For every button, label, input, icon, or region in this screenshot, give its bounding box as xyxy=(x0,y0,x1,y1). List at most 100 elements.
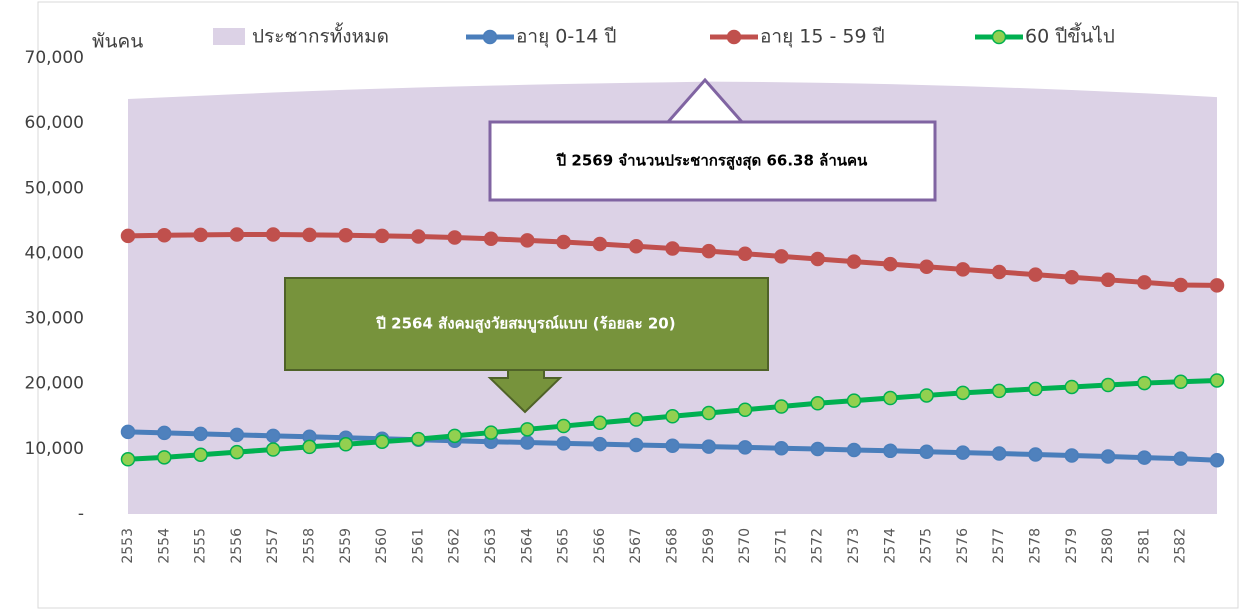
x-tick-label: 2582 xyxy=(1173,528,1189,564)
callout-box xyxy=(488,120,937,202)
marker xyxy=(157,425,172,441)
marker xyxy=(411,431,426,447)
marker xyxy=(193,426,208,442)
marker xyxy=(1100,449,1116,464)
marker xyxy=(1209,453,1225,468)
annotation: ปี 2564 สังคมสูงวัยสมบูรณ์แบบ (ร้อยละ 20… xyxy=(375,315,675,334)
marker xyxy=(1173,277,1188,293)
x-tick-label: 2574 xyxy=(882,528,898,564)
marker xyxy=(810,396,825,411)
x-tick-label: 2570 xyxy=(737,528,753,564)
marker xyxy=(991,446,1007,461)
marker xyxy=(120,228,136,244)
marker xyxy=(520,233,535,248)
marker xyxy=(229,227,245,242)
arrow-down xyxy=(487,369,563,414)
x-tick-label: 2561 xyxy=(410,528,426,564)
marker xyxy=(737,246,753,262)
marker xyxy=(1028,381,1043,397)
legend: ประชากรทั้งหมด อายุ 0-14 ปี อายุ 15 - 59 ป… xyxy=(213,23,1115,49)
chart-frame xyxy=(37,1,1239,609)
marker xyxy=(665,438,680,453)
legend-marker xyxy=(726,29,742,45)
marker xyxy=(302,439,317,455)
marker xyxy=(520,422,535,437)
marker xyxy=(628,239,644,254)
marker xyxy=(846,393,862,408)
x-tick-label: 2566 xyxy=(592,528,608,564)
marker xyxy=(447,230,462,245)
marker xyxy=(265,442,281,457)
x-tick-label: 2558 xyxy=(302,528,318,564)
marker xyxy=(1209,373,1225,388)
marker xyxy=(592,436,608,452)
x-tick-label: 2562 xyxy=(447,528,463,564)
marker xyxy=(120,424,136,440)
marker xyxy=(302,227,317,243)
marker xyxy=(1064,379,1080,395)
x-tick-label: 2578 xyxy=(1028,528,1044,564)
marker xyxy=(919,259,934,275)
marker xyxy=(1137,450,1152,465)
marker xyxy=(483,425,499,440)
legend-marker xyxy=(482,29,498,45)
marker xyxy=(846,442,862,458)
marker xyxy=(265,227,281,242)
marker xyxy=(955,385,971,401)
marker xyxy=(556,418,571,434)
x-tick-label: 2581 xyxy=(1136,528,1152,564)
x-tick-label: 2577 xyxy=(991,528,1007,564)
x-tick-label: 2568 xyxy=(665,528,681,564)
marker xyxy=(157,450,172,465)
marker xyxy=(883,390,898,406)
x-tick-label: 2560 xyxy=(374,528,390,564)
x-tick-label: 2573 xyxy=(846,528,862,564)
marker xyxy=(193,447,208,462)
x-tick-label: 2575 xyxy=(919,528,935,564)
marker xyxy=(883,443,898,459)
y-tick-label: 50,000 xyxy=(25,178,84,198)
marker xyxy=(338,437,354,452)
marker xyxy=(1064,448,1080,463)
x-tick-label: 2564 xyxy=(519,528,535,564)
x-tick-label: 2567 xyxy=(628,528,644,564)
marker xyxy=(120,452,136,467)
marker xyxy=(1137,275,1152,290)
marker xyxy=(774,249,789,264)
x-tick-label: 2554 xyxy=(156,528,172,564)
marker xyxy=(883,256,898,272)
x-tick-label: 2565 xyxy=(556,528,572,564)
marker xyxy=(483,231,499,247)
y-tick-label: - xyxy=(78,504,84,524)
marker xyxy=(556,436,571,451)
marker xyxy=(991,264,1007,280)
marker xyxy=(774,440,789,456)
legend-label: อายุ 15 - 59 ปี xyxy=(760,26,885,49)
legend-swatch xyxy=(213,28,245,45)
x-tick-label: 2559 xyxy=(338,528,354,564)
x-tick-label: 2569 xyxy=(701,528,717,564)
y-tick-label: 40,000 xyxy=(25,243,84,263)
marker xyxy=(374,434,390,449)
marker xyxy=(665,241,680,256)
marker xyxy=(701,405,717,421)
marker xyxy=(1064,269,1080,285)
y-tick-label: 60,000 xyxy=(25,113,84,133)
marker xyxy=(193,227,208,243)
marker xyxy=(737,402,753,418)
marker xyxy=(955,262,971,277)
y-tick-label: 20,000 xyxy=(25,374,84,394)
marker xyxy=(846,254,862,269)
legend-label: อายุ 0-14 ปี xyxy=(516,26,616,49)
marker xyxy=(1209,278,1225,293)
marker xyxy=(1028,447,1043,462)
x-tick-label: 2563 xyxy=(483,528,499,564)
marker xyxy=(628,437,644,453)
annotations: ปี 2569 จำนวนประชากรสูงสุด 66.38 ล้านคน … xyxy=(284,77,937,414)
x-tick-label: 2580 xyxy=(1100,528,1116,564)
marker xyxy=(1173,374,1188,390)
x-tick-label: 2576 xyxy=(955,528,971,564)
marker xyxy=(1100,272,1116,288)
marker xyxy=(919,444,934,459)
